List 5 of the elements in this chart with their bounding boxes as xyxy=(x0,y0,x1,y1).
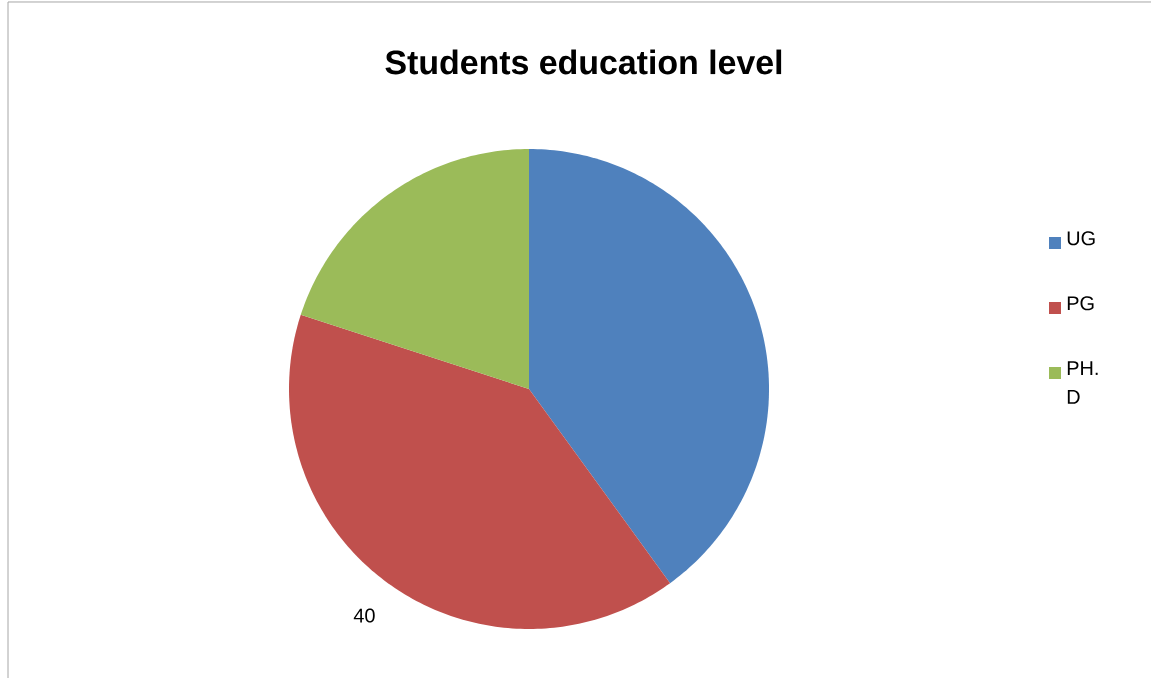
legend-label: PH. D xyxy=(1067,361,1098,404)
legend-label: UG xyxy=(1067,231,1095,246)
data-label: 40 xyxy=(353,608,375,623)
chart-title: Students education level xyxy=(385,49,782,75)
legend-label: PG xyxy=(1067,296,1094,311)
